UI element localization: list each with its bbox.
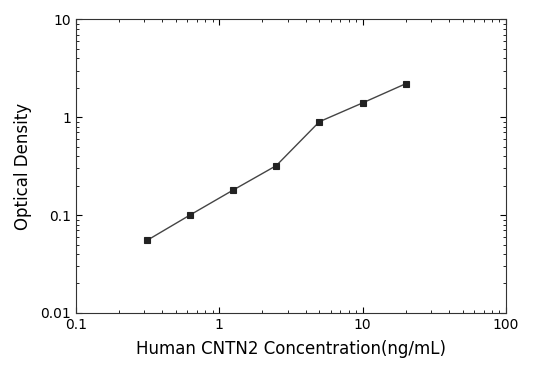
Y-axis label: Optical Density: Optical Density (14, 103, 32, 230)
X-axis label: Human CNTN2 Concentration(ng/mL): Human CNTN2 Concentration(ng/mL) (136, 340, 446, 358)
